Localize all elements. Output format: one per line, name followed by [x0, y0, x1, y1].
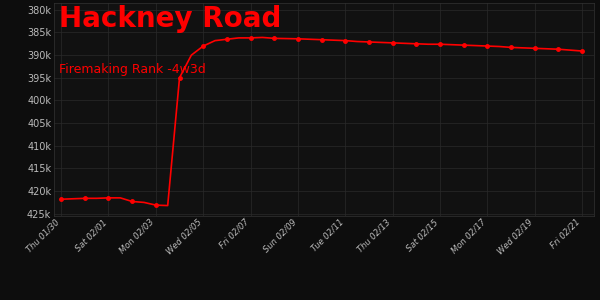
Text: Hackney Road: Hackney Road [59, 5, 282, 33]
Text: Firemaking Rank -4w3d: Firemaking Rank -4w3d [59, 63, 206, 76]
